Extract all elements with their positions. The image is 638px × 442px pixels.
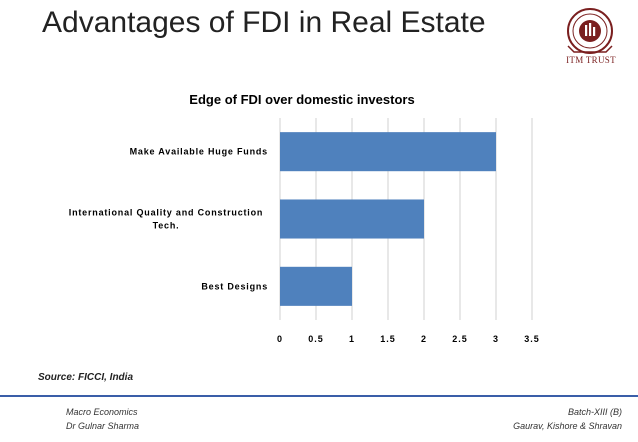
bar — [280, 132, 496, 172]
footer-course: Macro Economics — [66, 407, 138, 417]
x-tick-label: 1.5 — [380, 334, 396, 344]
x-tick-label: 3.5 — [524, 334, 540, 344]
logo-caption: ITM TRUST — [566, 55, 616, 65]
category-label: Make Available Huge Funds — [130, 147, 268, 157]
bar — [280, 199, 424, 239]
x-tick-label: 2.5 — [452, 334, 468, 344]
bar-chart: Edge of FDI over domestic investors Make… — [69, 92, 540, 344]
itm-logo — [560, 6, 620, 64]
footer-rule — [0, 395, 638, 397]
chart-title: Edge of FDI over domestic investors — [189, 92, 414, 107]
footer-authors: Gaurav, Kishore & Shravan — [513, 421, 622, 431]
x-tick-label: 0 — [277, 334, 283, 344]
footer-right: Batch-XIII (B) Gaurav, Kishore & Shravan — [513, 405, 622, 433]
category-label: International Quality and Construction Te… — [69, 208, 263, 231]
x-tick-labels: 0 0.5 1 1.5 2 2.5 3 3.5 — [277, 334, 540, 344]
slide-title: Advantages of FDI in Real Estate — [42, 6, 486, 39]
bar — [280, 266, 352, 306]
x-tick-label: 2 — [421, 334, 427, 344]
category-label: Best Designs — [201, 281, 268, 291]
footer-instructor: Dr Gulnar Sharma — [66, 421, 140, 431]
x-tick-label: 3 — [493, 334, 499, 344]
itm-seal-icon — [567, 8, 613, 54]
bars — [280, 132, 496, 306]
footer-left: Macro Economics Dr Gulnar Sharma — [66, 405, 139, 433]
x-tick-label: 1 — [349, 334, 355, 344]
x-tick-label: 0.5 — [308, 334, 324, 344]
footer-batch: Batch-XIII (B) — [567, 407, 622, 417]
category-labels: Make Available Huge Funds International Q… — [69, 147, 268, 292]
source-note: Source: FICCI, India — [38, 372, 134, 383]
